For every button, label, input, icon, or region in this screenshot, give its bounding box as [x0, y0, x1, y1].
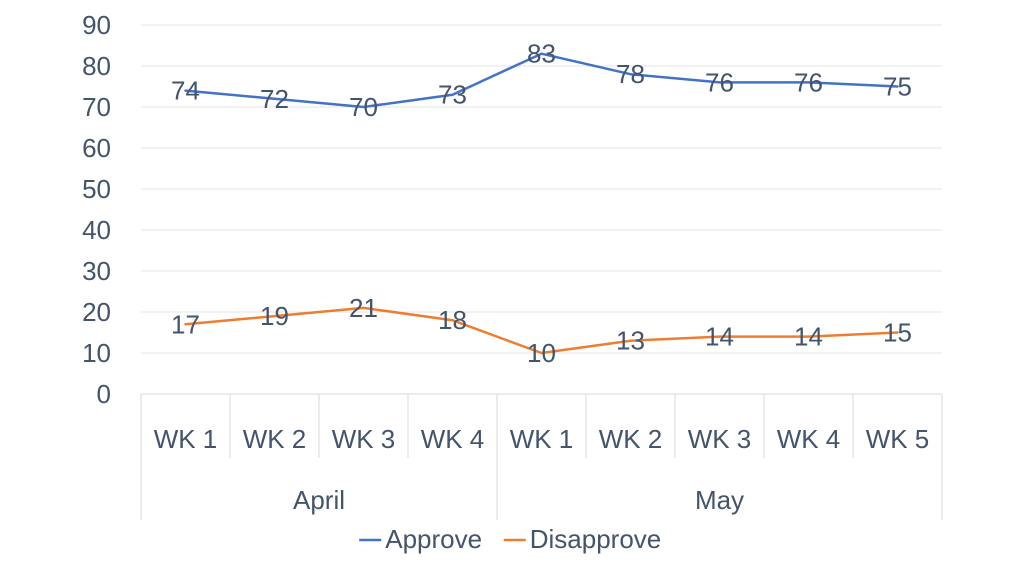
y-tick-label: 70: [82, 92, 111, 122]
data-label: 76: [705, 67, 734, 97]
data-label: 14: [794, 322, 823, 352]
y-tick-label: 10: [82, 338, 111, 368]
x-category-label: WK 3: [332, 424, 396, 454]
data-label: 10: [527, 338, 556, 368]
x-category-label: WK 3: [688, 424, 752, 454]
data-label: 14: [705, 322, 734, 352]
data-label: 18: [438, 305, 467, 335]
axes: 0 10 20 30 40 50 60 70 80 90 WK 1 WK 2 WK 3 WK 4 WK 1 W…: [82, 10, 943, 520]
x-category-label: WK 1: [154, 424, 218, 454]
data-label: 19: [260, 301, 289, 331]
legend-label-disapprove: Disapprove: [530, 524, 662, 554]
data-label: 73: [438, 80, 467, 110]
data-label: 83: [527, 39, 556, 69]
y-tick-label: 20: [82, 297, 111, 327]
y-tick-label: 40: [82, 215, 111, 245]
data-label: 75: [883, 72, 912, 102]
legend: Approve Disapprove: [359, 524, 661, 554]
data-label: 78: [616, 59, 645, 89]
data-label: 21: [349, 293, 378, 323]
data-label: 70: [349, 92, 378, 122]
data-labels: 74 72 70 73 83 78 76 76 75 17 19 21 18 10 13 14 14 15: [171, 39, 912, 368]
series-lines: [184, 52, 899, 355]
data-label: 76: [794, 67, 823, 97]
x-category-label: WK 1: [510, 424, 574, 454]
x-category-label: WK 2: [243, 424, 307, 454]
x-group-label: April: [293, 485, 345, 515]
legend-label-approve: Approve: [385, 524, 482, 554]
y-tick-label: 90: [82, 10, 111, 40]
x-category-label: WK 5: [866, 424, 930, 454]
y-tick-label: 30: [82, 256, 111, 286]
series-line-disapprove: [184, 306, 899, 355]
y-tick-label: 0: [97, 379, 111, 409]
data-label: 17: [171, 309, 200, 339]
data-label: 13: [616, 326, 645, 356]
data-label: 74: [171, 76, 200, 106]
series-line-approve: [184, 52, 899, 109]
data-label: 15: [883, 318, 912, 348]
data-label: 72: [260, 84, 289, 114]
x-category-label: WK 4: [421, 424, 485, 454]
x-category-label: WK 2: [599, 424, 663, 454]
x-category-label: WK 4: [777, 424, 841, 454]
y-tick-label: 50: [82, 174, 111, 204]
y-tick-label: 80: [82, 51, 111, 81]
gridlines: [141, 24, 942, 354]
x-group-label: May: [695, 485, 744, 515]
y-tick-label: 60: [82, 133, 111, 163]
